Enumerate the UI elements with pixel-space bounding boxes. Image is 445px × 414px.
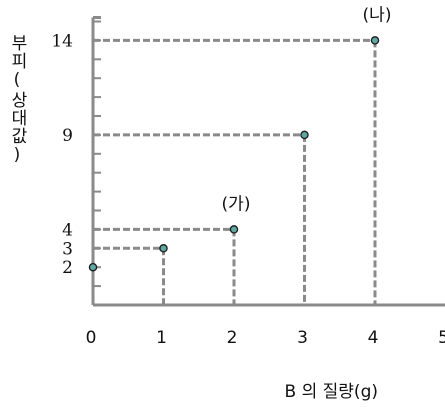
y-tick-label: 2 (62, 258, 73, 278)
axes (91, 16, 445, 307)
x-axis-label: B 의 질량(g) (285, 382, 378, 402)
x-tick-label: 2 (227, 328, 238, 348)
y-tick-label: 9 (62, 126, 73, 146)
y-tick-label: 3 (62, 239, 73, 259)
x-tick-label: 3 (297, 328, 308, 348)
point-label: (나) (363, 5, 392, 25)
x-tick-label: 4 (368, 328, 379, 348)
point-label: (가) (222, 194, 251, 214)
data-point (370, 36, 380, 45)
guide-lines (93, 38, 377, 305)
data-point (88, 262, 98, 272)
x-tick-label: 0 (86, 328, 97, 348)
x-tick-label: 1 (156, 328, 167, 348)
labels: (가) (나) B 의 질량(g) (222, 5, 392, 402)
y-tick-label: 4 (62, 220, 73, 240)
data-point (159, 244, 168, 253)
data-point (300, 130, 309, 140)
data-point (229, 225, 239, 234)
y-tick-label: 14 (51, 31, 73, 51)
y-axis-label: 부피(상대값) (7, 34, 27, 166)
x-tick-label: 5 (438, 328, 445, 348)
data-points (88, 36, 380, 272)
